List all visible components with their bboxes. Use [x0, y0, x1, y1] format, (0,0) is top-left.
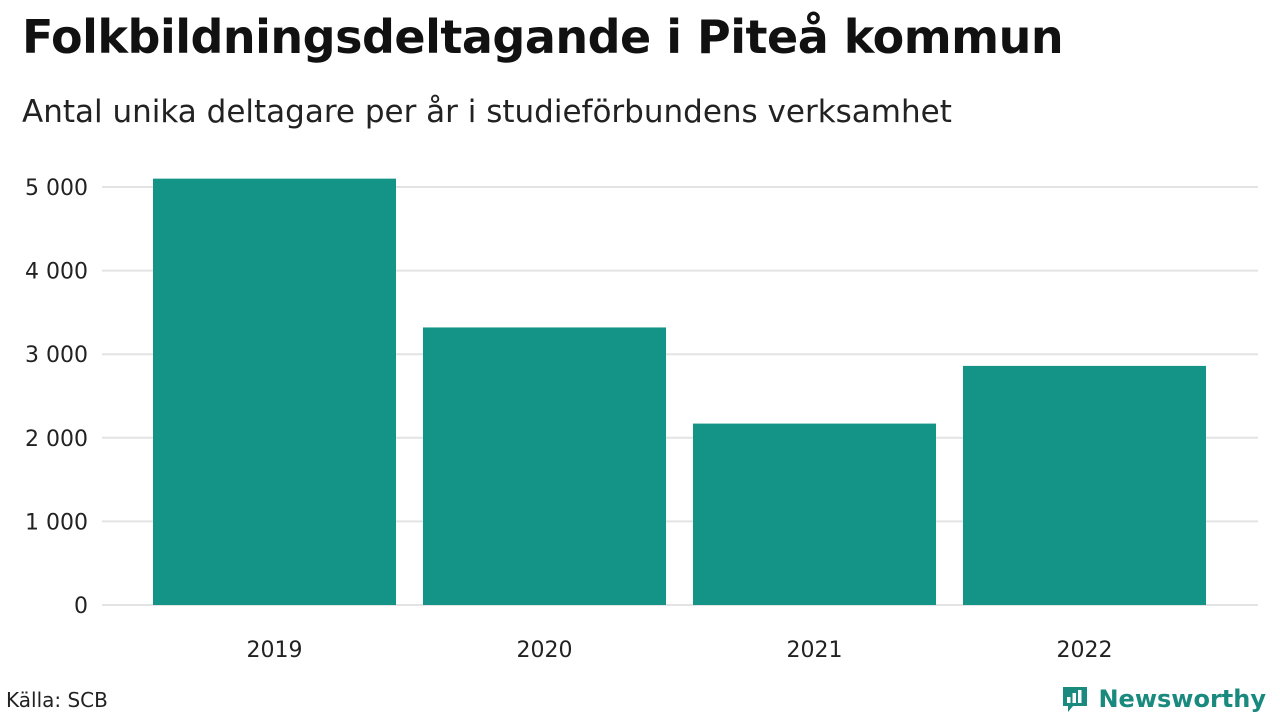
brand: Newsworthy [1060, 684, 1266, 714]
bar-2022 [963, 365, 1206, 605]
x-tick-label: 2019 [247, 638, 303, 663]
bar-2021 [693, 423, 936, 605]
y-tick-label: 5 000 [25, 176, 88, 201]
x-tick-label: 2021 [787, 638, 843, 663]
chart-title: Folkbildningsdeltagande i Piteå kommun [22, 10, 1064, 64]
y-tick-label: 2 000 [25, 427, 88, 452]
chart-subtitle: Antal unika deltagare per år i studieför… [22, 94, 952, 130]
x-axis-ticks: 2019 2020 2021 2022 [247, 638, 1113, 663]
y-tick-label: 3 000 [25, 343, 88, 368]
y-tick-label: 4 000 [25, 260, 88, 285]
x-tick-label: 2022 [1057, 638, 1113, 663]
brand-name: Newsworthy [1098, 685, 1266, 713]
bar-chart-bubble-icon [1063, 687, 1088, 712]
y-tick-label: 1 000 [25, 510, 88, 535]
y-tick-label: 0 [74, 594, 88, 619]
bar-2020 [423, 327, 666, 605]
bars [153, 178, 1206, 605]
x-tick-label: 2020 [517, 638, 573, 663]
source-note: Källa: SCB [6, 688, 108, 712]
y-axis-ticks: 0 1 000 2 000 3 000 4 000 5 000 [25, 176, 88, 619]
bar-2019 [153, 178, 396, 605]
